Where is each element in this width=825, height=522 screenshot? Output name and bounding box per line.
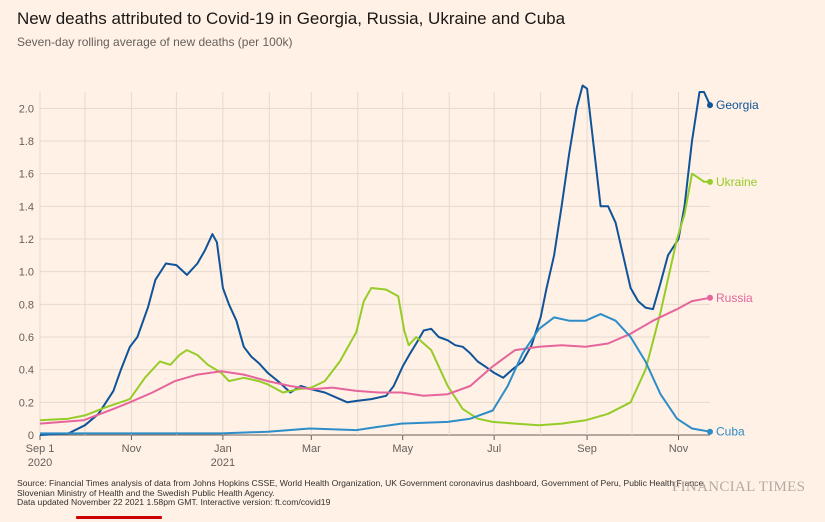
updated-note: Data updated November 22 2021 1.58pm GMT… xyxy=(17,497,331,508)
x-tick-label: Mar xyxy=(302,443,321,455)
y-tick-label: 0.2 xyxy=(19,397,34,409)
series-line-russia xyxy=(39,296,711,425)
y-tick-label: 0.6 xyxy=(19,332,34,344)
series-labels: Georgia Ukraine Russia Cuba xyxy=(716,98,759,439)
y-tick-label: 0.8 xyxy=(19,299,34,311)
chart-footer: Source: Financial Times analysis of data… xyxy=(17,478,717,508)
x-tick-label: May xyxy=(392,443,413,455)
y-tick-label: 1.4 xyxy=(19,201,34,213)
grid xyxy=(39,92,710,436)
red-underline-annotation xyxy=(76,516,162,519)
y-tick-label: 1.6 xyxy=(19,169,34,181)
series-label-ukraine: Ukraine xyxy=(716,175,758,189)
series-line-cuba xyxy=(40,313,711,435)
series-end-dot-georgia xyxy=(707,102,713,109)
financial-times-logo: FINANCIAL TIMES xyxy=(672,479,806,495)
x-tick-year-label: 2020 xyxy=(28,457,52,469)
y-tick-label: 0 xyxy=(28,430,34,442)
x-tick-label: Nov xyxy=(122,443,142,455)
x-tick-label: Jan xyxy=(214,443,232,455)
series-line-georgia xyxy=(39,84,711,436)
y-tick-label: 2.0 xyxy=(19,103,34,115)
y-tick-label: 1.8 xyxy=(19,136,34,148)
series-label-russia: Russia xyxy=(716,291,753,305)
series-label-cuba: Cuba xyxy=(716,425,745,439)
x-tick-label: Jul xyxy=(487,443,501,455)
y-tick-label: 1.2 xyxy=(19,234,34,246)
chart-title: New deaths attributed to Covid-19 in Geo… xyxy=(17,9,566,28)
x-tick-label: Sep 1 xyxy=(26,443,55,455)
series-end-dot-ukraine xyxy=(707,178,713,185)
x-tick-label: Sep xyxy=(577,443,597,455)
x-tick-year-label: 2021 xyxy=(211,457,235,469)
series-end-dot-russia xyxy=(707,294,713,301)
y-tick-label: 1.0 xyxy=(19,267,34,279)
x-tick-label: Nov xyxy=(669,443,689,455)
series-label-georgia: Georgia xyxy=(716,98,759,112)
series-end-dot-cuba xyxy=(707,428,713,435)
source-note: Source: Financial Times analysis of data… xyxy=(17,478,706,498)
series-lines xyxy=(39,84,713,436)
series-line-ukraine xyxy=(39,172,710,427)
chart-subtitle: Seven-day rolling average of new deaths … xyxy=(17,35,293,49)
y-tick-label: 0.4 xyxy=(19,365,34,377)
axes: 0 0.2 0.4 0.6 0.8 1.0 1.2 1.4 1.6 1.8 2.0 Sep 1 2020… xyxy=(19,103,689,469)
line-chart: 0 0.2 0.4 0.6 0.8 1.0 1.2 1.4 1.6 1.8 2.0 Sep 1 2020… xyxy=(19,84,759,469)
